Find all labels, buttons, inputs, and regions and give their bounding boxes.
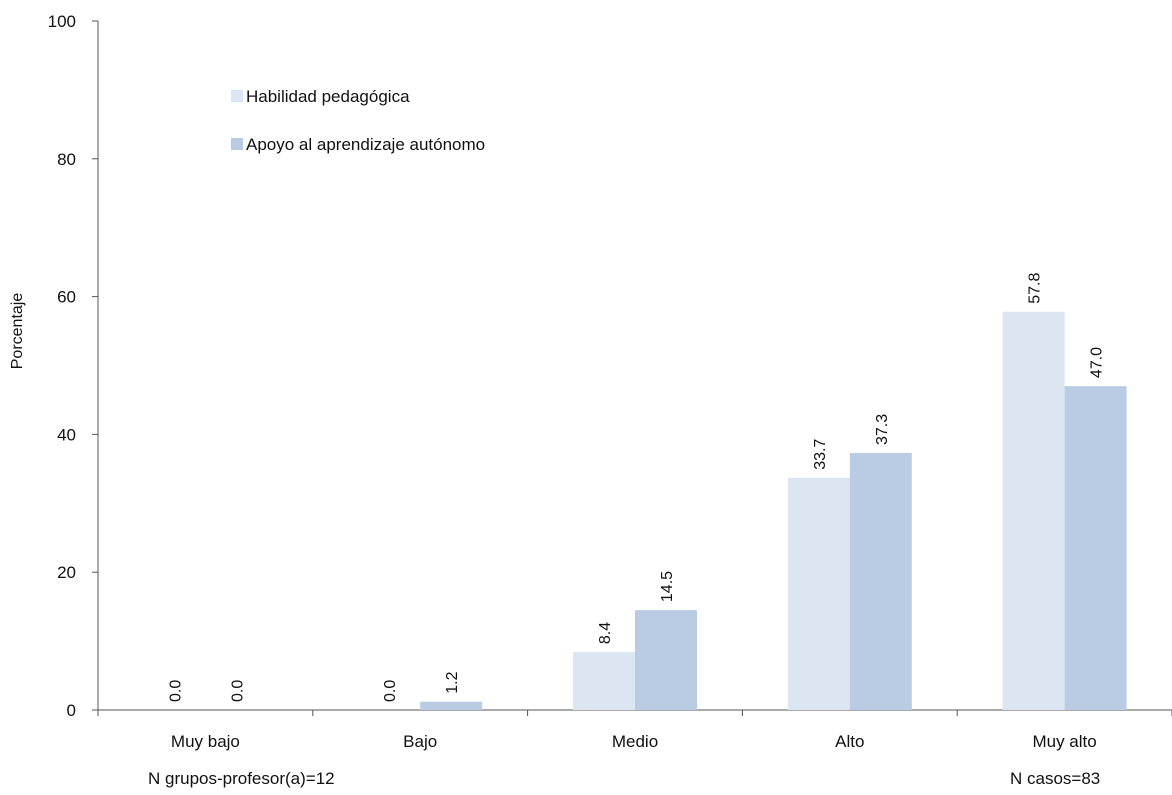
legend-label: Apoyo al aprendizaje autónomo [246,135,485,154]
value-label: 0.0 [229,680,246,702]
x-tick-label: Alto [835,732,864,751]
value-label: 57.8 [1027,273,1044,304]
x-tick-label: Medio [612,732,658,751]
bar [787,477,850,710]
value-label: 47.0 [1089,347,1106,378]
value-label: 33.7 [812,439,829,470]
bar [849,453,912,710]
value-label: 37.3 [874,414,891,445]
legend-label: Habilidad pedagógica [246,87,410,106]
y-tick-label: 80 [57,150,76,169]
note-right: N casos=83 [1010,769,1100,788]
chart-axes: 0 20 40 60 80 100 Muy bajo Bajo Medio Alto Muy alt… [48,12,1172,751]
legend-swatch [231,90,243,102]
value-labels: 0.0 0.0 8.4 33.7 57.8 0.0 1.2 14.5 37.3 47.0 [167,273,1105,702]
x-tick-label: Bajo [403,732,437,751]
y-tick-label: 20 [57,563,76,582]
y-tick-label: 60 [57,288,76,307]
y-axis-title: Porcentaje [9,293,26,370]
value-label: 8.4 [597,622,614,644]
bar [1002,311,1065,710]
value-label: 14.5 [659,571,676,602]
y-tick-label: 100 [48,12,76,31]
value-label: 0.0 [382,680,399,702]
bar [1064,386,1127,710]
chart-legend: Habilidad pedagógica Apoyo al aprendizaje… [231,87,485,154]
bar [573,652,635,710]
note-left: N grupos-profesor(a)=12 [148,769,335,788]
x-tick-label: Muy bajo [171,732,240,751]
y-tick-label: 40 [57,425,76,444]
bar [420,701,483,710]
x-tick-label: Muy alto [1032,732,1096,751]
chart-bars [420,311,1127,710]
bar [635,610,697,710]
value-label: 0.0 [167,680,184,702]
value-label: 1.2 [444,671,461,693]
legend-swatch [231,138,243,150]
y-tick-label: 0 [67,701,76,720]
